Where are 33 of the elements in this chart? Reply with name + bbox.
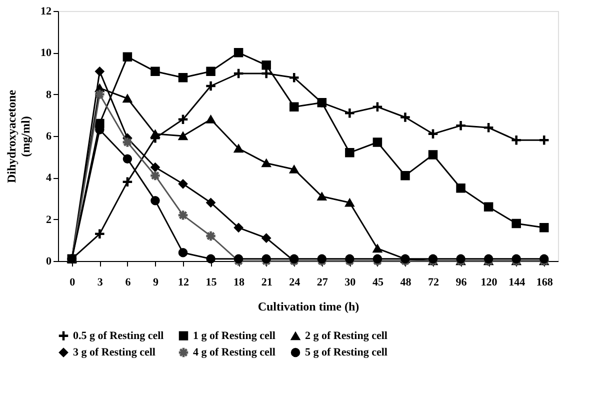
x-tick-label: 9	[152, 276, 159, 288]
x-tick-label: 96	[456, 276, 468, 288]
x-tick-label: 72	[428, 276, 440, 288]
x-tick-label: 27	[316, 276, 328, 288]
y-tick-label: 0	[46, 256, 52, 268]
y-tick-label: 6	[46, 130, 52, 142]
x-tick-label: 120	[480, 276, 498, 288]
x-tick-label: 168	[536, 276, 554, 288]
legend-label: 4 g of Resting cell	[193, 346, 276, 358]
y-tick-label: 12	[40, 6, 52, 18]
y-tick-label: 10	[40, 47, 52, 60]
x-tick-label: 48	[400, 276, 412, 288]
x-tick-label: 6	[125, 276, 132, 288]
legend-label: 1 g of Resting cell	[193, 330, 276, 342]
x-tick-label: 30	[344, 276, 356, 288]
x-tick-label: 0	[70, 276, 76, 288]
x-tick-label: 18	[234, 276, 246, 288]
x-tick-label: 144	[508, 276, 526, 288]
legend-label: 0.5 g of Resting cell	[73, 330, 164, 342]
x-tick-label: 15	[206, 276, 218, 288]
x-tick-label: 45	[372, 276, 384, 288]
y-tick-label: 2	[46, 214, 52, 226]
y-axis-title: Dihydroxyacetone (mg/ml)	[4, 89, 32, 184]
x-tick-label: 3	[97, 276, 104, 288]
legend-label: 3 g of Resting cell	[73, 346, 156, 358]
x-axis-title: Cultivation time (h)	[258, 300, 360, 314]
x-tick-label: 24	[289, 276, 301, 288]
legend-label: 5 g of Resting cell	[305, 346, 388, 358]
y-tick-label: 4	[46, 172, 52, 184]
y-tick-label: 8	[46, 88, 52, 101]
x-tick-label: 12	[178, 276, 190, 288]
legend-label: 2 g of Resting cell	[305, 330, 388, 342]
x-tick-label: 21	[261, 276, 272, 288]
